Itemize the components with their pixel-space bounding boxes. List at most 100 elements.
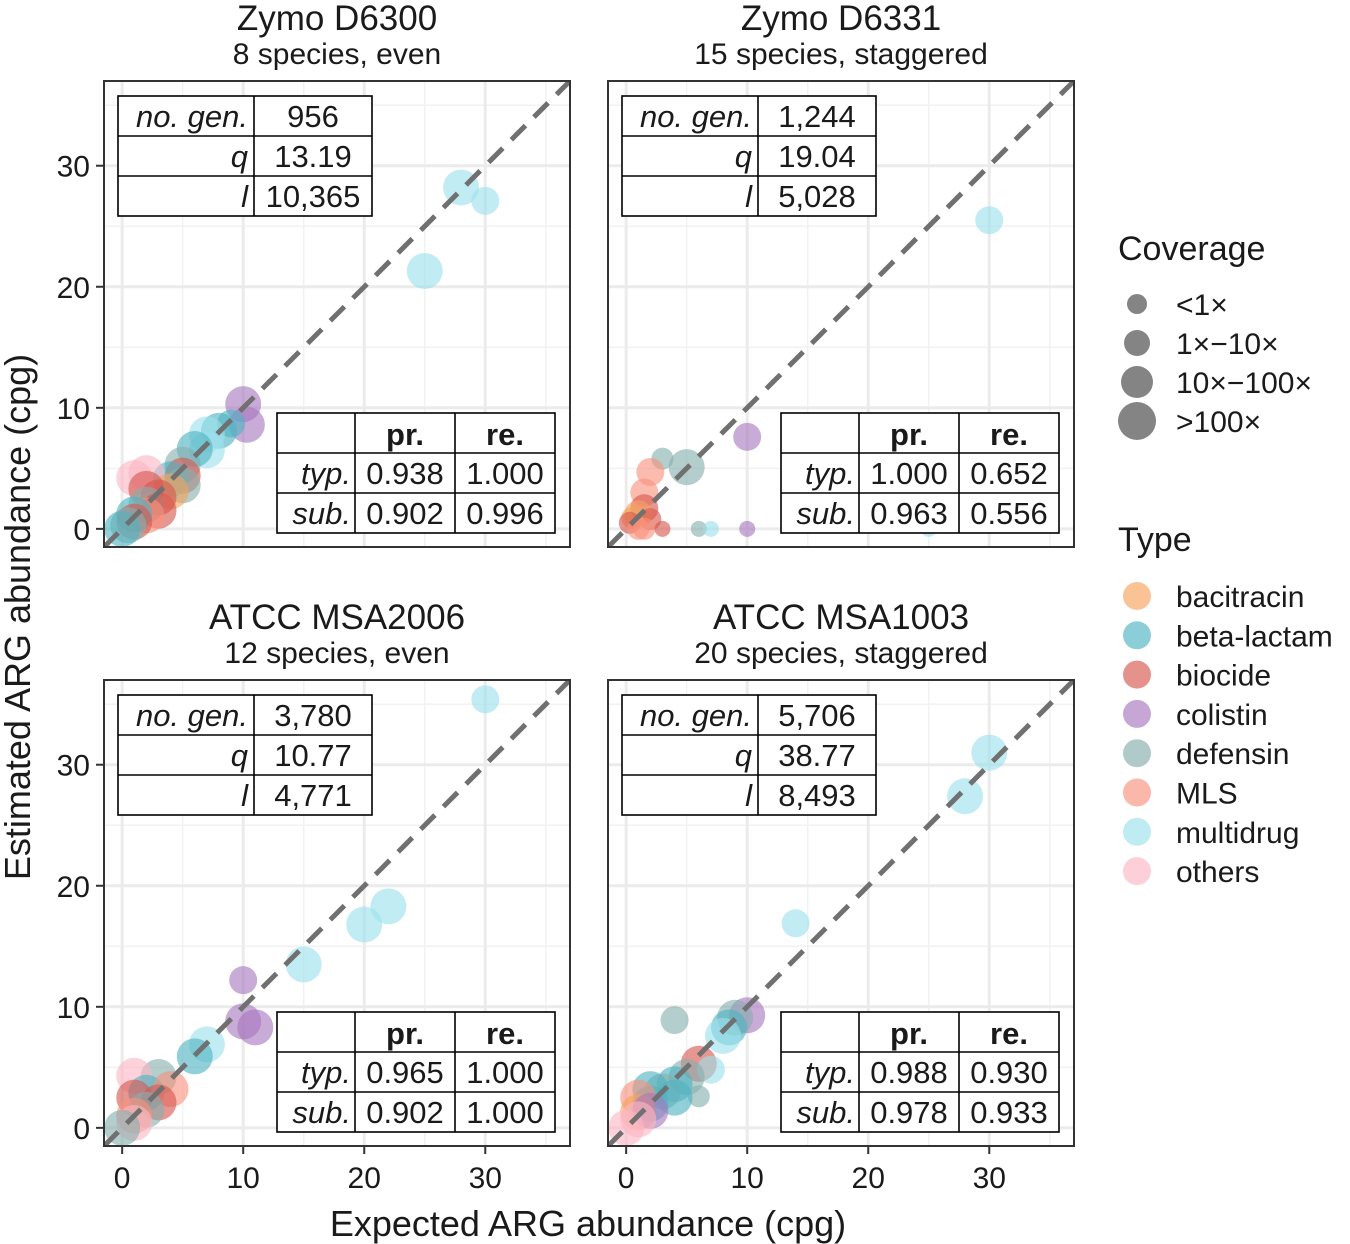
y-tick-label: 0: [73, 1113, 90, 1146]
stats-value: 4,771: [274, 778, 352, 813]
stats-value: 5,028: [778, 179, 856, 214]
stats-value: 3,780: [274, 698, 352, 733]
x-tick-label: 30: [469, 1162, 502, 1195]
legend-type-swatch: [1123, 660, 1151, 689]
data-point-multidrug: [702, 520, 719, 537]
identity-line: [104, 81, 570, 547]
panel-subtitle: 20 species, staggered: [694, 637, 988, 670]
metrics-row-label: typ.: [301, 1055, 351, 1090]
stats-value: 38.77: [778, 738, 856, 773]
x-tick-label: 10: [227, 1162, 260, 1195]
stats-label: no. gen.: [136, 99, 248, 134]
legend-type-label: colistin: [1176, 699, 1268, 732]
stats-value: 13.19: [274, 139, 352, 174]
data-point-multidrug: [471, 186, 500, 215]
metrics-value: 0.902: [366, 496, 444, 531]
stats-table: no. gen. 956 q 13.19 l 10,365: [117, 95, 373, 217]
legend-type-title: Type: [1118, 521, 1192, 559]
metrics-table: pr. re. typ. sub. 0.965 1.000 0.902 1.000: [276, 1011, 556, 1133]
y-tick-label: 30: [57, 750, 90, 783]
panel-title: Zymo D6300: [237, 0, 437, 38]
metrics-header: pr.: [386, 1016, 424, 1051]
stats-label: l: [745, 778, 753, 813]
x-axis-label: Expected ARG abundance (cpg): [330, 1203, 846, 1244]
stats-value: 19.04: [778, 139, 856, 174]
metrics-header: pr.: [386, 417, 424, 452]
y-tick-label: 10: [57, 393, 90, 426]
metrics-value: 1.000: [466, 1055, 544, 1090]
legend: Coverage <1× 1×−10× 10×−100× >100× Type bacitr…: [1118, 230, 1333, 889]
panel-border: [607, 80, 1075, 548]
metrics-value: 0.963: [870, 496, 948, 531]
stats-label: q: [735, 139, 753, 174]
metrics-row-label: typ.: [805, 1055, 855, 1090]
metrics-table: pr. re. typ. sub. 0.938 1.000 0.902 0.996: [276, 412, 556, 534]
y-tick-label: 30: [57, 151, 90, 184]
panel-subtitle: 15 species, staggered: [694, 38, 988, 71]
panel-border: [607, 679, 1075, 1147]
legend-coverage-label: 10×−100×: [1176, 367, 1312, 400]
metrics-value: 0.978: [870, 1095, 948, 1130]
metrics-row-label: typ.: [805, 456, 855, 491]
stats-label: no. gen.: [136, 698, 248, 733]
legend-type-label: beta-lactam: [1176, 620, 1333, 653]
stats-value: 5,706: [778, 698, 856, 733]
metrics-value: 0.556: [970, 496, 1048, 531]
metrics-value: 1.000: [870, 456, 948, 491]
metrics-table: pr. re. typ. sub. 0.988 0.930 0.978 0.933: [780, 1011, 1060, 1133]
stats-table: no. gen. 1,244 q 19.04 l 5,028: [621, 95, 877, 217]
legend-type-label: bacitracin: [1176, 581, 1304, 614]
legend-coverage-label: 1×−10×: [1176, 328, 1279, 361]
data-point-multidrug: [704, 1017, 741, 1054]
stats-table: no. gen. 5,706 q 38.77 l 8,493: [621, 694, 877, 816]
metrics-row-label: sub.: [292, 1095, 351, 1130]
data-point-MLS: [633, 517, 656, 540]
data-point-colistin: [237, 1009, 274, 1046]
data-point-colistin: [739, 520, 756, 537]
legend-type-swatch: [1123, 857, 1151, 886]
metrics-header: re.: [990, 417, 1028, 452]
metrics-value: 0.938: [366, 456, 444, 491]
metrics-value: 1.000: [466, 456, 544, 491]
y-tick-label: 20: [57, 272, 90, 305]
stats-label: q: [735, 738, 753, 773]
stats-label: l: [745, 179, 753, 214]
data-point-multidrug: [947, 778, 984, 815]
metrics-header: pr.: [890, 417, 928, 452]
metrics-value: 0.933: [970, 1095, 1048, 1130]
metrics-header: re.: [990, 1016, 1028, 1051]
x-tick-label: 20: [348, 1162, 381, 1195]
legend-type-label: MLS: [1176, 778, 1238, 811]
panel-title: Zymo D6331: [741, 0, 941, 38]
legend-type-label: biocide: [1176, 660, 1271, 693]
points: [104, 169, 500, 547]
stats-label: l: [241, 179, 249, 214]
data-point-multidrug: [285, 946, 322, 983]
legend-type-label: multidrug: [1176, 817, 1299, 850]
stats-value: 10.77: [274, 738, 352, 773]
panel-border: [103, 679, 571, 1147]
legend-coverage-title: Coverage: [1118, 230, 1265, 268]
y-tick-label: 10: [57, 992, 90, 1025]
panel-subtitle: 12 species, even: [224, 637, 449, 670]
x-tick-label: 0: [618, 1162, 635, 1195]
data-point-multidrug: [346, 906, 383, 943]
metrics-value: 0.996: [466, 496, 544, 531]
data-point-defensin: [687, 1085, 710, 1108]
legend-type-swatch: [1123, 778, 1151, 807]
legend-coverage-label: <1×: [1176, 289, 1228, 322]
stats-table: no. gen. 3,780 q 10.77 l 4,771: [117, 694, 373, 816]
stats-value: 8,493: [778, 778, 856, 813]
data-point-multidrug: [971, 734, 1008, 771]
stats-value: 956: [287, 99, 339, 134]
legend-coverage-swatch: [1118, 402, 1156, 440]
legend-type-swatch: [1123, 817, 1151, 846]
data-point-multidrug: [471, 685, 500, 714]
legend-type-swatch: [1123, 621, 1151, 650]
stats-label: q: [231, 139, 249, 174]
stats-label: q: [231, 738, 249, 773]
